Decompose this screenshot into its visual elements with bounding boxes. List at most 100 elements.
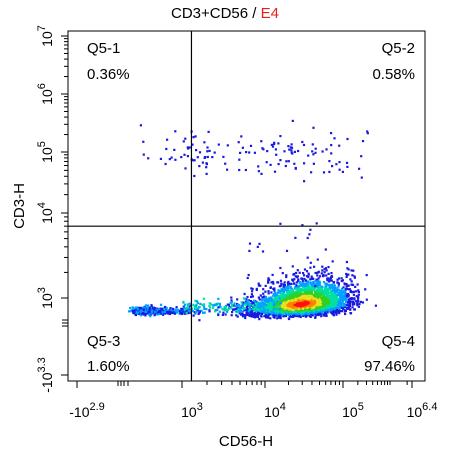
event-dot [272,306,275,309]
event-dot [282,283,285,286]
plot-frame [67,30,426,382]
event-dot [257,170,260,173]
event-dot [345,260,348,264]
event-dot [301,304,304,307]
event-dot [307,154,310,157]
event-dot [342,308,345,311]
event-dot [198,311,201,315]
event-dot [279,159,282,162]
event-dot [293,282,296,285]
event-dot [349,278,352,281]
event-dot [324,311,327,314]
event-dot [145,310,148,313]
event-dot [279,292,282,295]
event-dot [306,275,309,278]
event-dot [158,312,161,316]
event-dot [297,288,300,291]
event-dot [322,290,325,293]
event-dot [329,286,332,289]
event-dot [314,285,317,288]
event-dot [230,296,233,299]
event-dot [217,313,220,317]
event-dot [366,130,369,133]
event-dot [296,290,299,293]
event-dot [294,295,297,298]
event-dot [193,174,196,178]
event-dot [325,305,328,308]
event-dot [301,283,304,286]
event-dot [281,289,284,292]
event-dot [344,300,347,304]
event-dot [309,315,312,318]
event-dot [327,299,330,302]
event-dot [317,311,320,314]
event-dot [345,287,348,290]
event-dot [314,295,317,298]
quadrant-name-q5-1: Q5-1 [87,40,120,57]
event-dot [253,306,256,309]
event-dot [282,306,285,309]
event-dot [333,289,336,292]
event-dot [350,269,353,272]
event-dot [257,296,260,299]
event-dot [293,162,296,165]
event-dot [288,317,291,321]
event-dot [247,302,250,305]
event-dot [264,297,267,300]
event-dot [312,310,315,313]
event-dot [345,161,349,164]
event-dot [311,314,314,317]
event-dot [290,294,293,297]
event-dot [223,305,226,308]
event-dot [322,294,325,298]
event-dot [257,312,260,315]
event-dot [226,303,229,306]
event-dot [230,314,233,317]
event-dot [334,310,338,313]
event-dot [293,278,296,281]
event-dot [272,311,275,314]
event-dot [231,311,234,314]
event-dot [332,285,335,288]
event-dot [296,309,299,312]
event-dot [279,314,282,317]
event-dot [261,250,265,253]
event-dot [324,304,327,307]
y-tick-label: 104 [36,202,55,224]
event-dot [189,304,192,307]
event-dot [299,293,302,297]
event-dot [347,268,350,271]
event-dot [316,309,319,312]
event-dot [272,308,275,311]
event-dot [195,300,199,303]
y-tick-label-exp: 3 [36,287,48,293]
event-dot [323,268,326,271]
event-dot [298,288,301,291]
event-dot [225,310,229,313]
event-dot [292,297,295,300]
event-dot [191,143,194,146]
event-dot [198,151,202,154]
event-dot [271,280,275,284]
event-dot [221,313,224,316]
event-dot [245,313,249,316]
event-dot [295,290,298,293]
event-dot [224,162,227,165]
event-dot [297,149,300,153]
event-dot [185,307,188,310]
event-dot [306,286,309,289]
event-dot [279,222,282,225]
event-dot [319,284,322,287]
event-dot [294,306,297,309]
event-dot [297,279,300,282]
event-dot [327,266,330,269]
quadrant-name-q5-3: Q5-3 [87,333,120,350]
event-dot [345,306,348,309]
event-dot [310,283,313,286]
event-dot [301,307,304,310]
x-axis-label: CD56-H [219,433,273,450]
event-dot [316,297,319,300]
y-tick-label-base: 10 [39,89,55,105]
event-dot [196,301,199,305]
